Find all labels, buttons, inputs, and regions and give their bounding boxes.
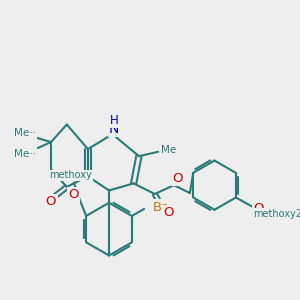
Text: O: O xyxy=(172,172,183,184)
Text: O: O xyxy=(69,188,79,201)
Text: Me··: Me·· xyxy=(14,128,36,138)
Text: O: O xyxy=(254,202,264,214)
Text: N: N xyxy=(109,122,119,136)
Text: O: O xyxy=(46,195,56,208)
Text: Me: Me xyxy=(161,145,176,155)
Text: O: O xyxy=(164,206,174,219)
Text: methoxy: methoxy xyxy=(49,170,92,181)
Text: Me··: Me·· xyxy=(14,148,36,158)
Text: methoxy2: methoxy2 xyxy=(254,209,300,219)
Text: H: H xyxy=(110,114,119,127)
Text: Br: Br xyxy=(153,201,167,214)
